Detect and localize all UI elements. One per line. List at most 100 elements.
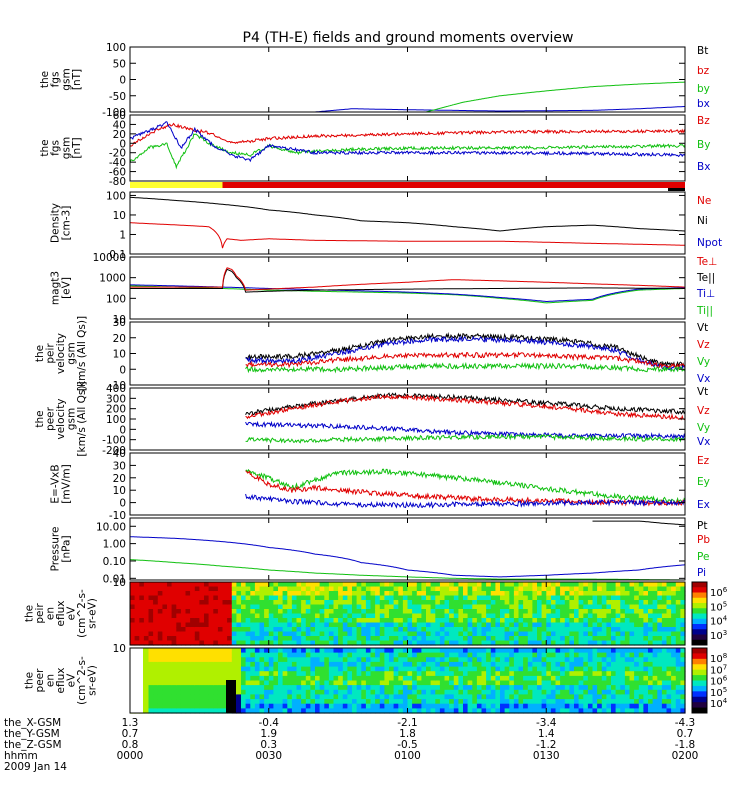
spectrogram-cell bbox=[495, 627, 501, 633]
spectrogram-cell bbox=[426, 666, 432, 672]
spectrogram-cell bbox=[254, 680, 261, 686]
spectrogram-cell bbox=[500, 595, 506, 601]
spectrogram-cell bbox=[227, 613, 233, 619]
spectrogram-cell bbox=[291, 652, 298, 658]
spectrogram-cell bbox=[444, 582, 450, 588]
spectrogram-cell bbox=[643, 694, 649, 700]
spectrogram-cell bbox=[523, 622, 529, 628]
spectrogram-cell bbox=[328, 652, 335, 658]
spectrogram-cell bbox=[393, 680, 399, 686]
spectrogram-cell bbox=[324, 652, 330, 658]
spectrogram-cell bbox=[389, 582, 395, 588]
spectrogram-cell bbox=[620, 666, 626, 672]
colorbar-segment bbox=[692, 658, 707, 665]
spectrogram-cell bbox=[671, 609, 677, 615]
spectrogram-cell bbox=[550, 689, 557, 695]
spectrogram-cell bbox=[282, 680, 288, 686]
spectrogram-cell bbox=[153, 685, 159, 691]
spectrogram-cell bbox=[352, 657, 358, 663]
legend-Ti||: Ti|| bbox=[696, 305, 713, 317]
spectrogram-cell bbox=[310, 661, 316, 668]
spectrogram-cell bbox=[537, 631, 543, 637]
spectrogram-cell bbox=[278, 613, 284, 619]
spectrogram-cell bbox=[453, 648, 459, 654]
spectrogram-cell bbox=[550, 622, 557, 628]
spectrogram-cell bbox=[130, 631, 136, 637]
spectrogram-cell bbox=[167, 613, 173, 619]
spectrogram-cell bbox=[328, 631, 335, 637]
spectrogram-cell bbox=[426, 609, 432, 615]
spectrogram-cell bbox=[421, 586, 427, 592]
spectrogram-cell bbox=[375, 618, 381, 624]
spectrogram-cell bbox=[495, 652, 501, 658]
spectrogram-cell bbox=[546, 657, 552, 663]
spectrogram-cell bbox=[273, 609, 279, 615]
spectrogram-cell bbox=[139, 600, 145, 606]
spectrogram-cell bbox=[550, 703, 557, 709]
spectrogram-cell bbox=[624, 699, 631, 705]
ytick-label: 1.00 bbox=[103, 539, 126, 551]
spectrogram-cell bbox=[532, 699, 538, 705]
spectrogram-cell bbox=[305, 666, 311, 672]
spectrogram-cell bbox=[264, 666, 270, 672]
spectrogram-cell bbox=[611, 694, 617, 700]
spectrogram-cell bbox=[523, 648, 529, 654]
spectrogram-cell bbox=[217, 600, 224, 606]
spectrogram-cell bbox=[296, 699, 302, 705]
spectrogram-cell bbox=[407, 648, 413, 654]
spectrogram-cell bbox=[495, 600, 501, 606]
spectrogram-cell bbox=[430, 604, 436, 610]
spectrogram-cell bbox=[430, 680, 436, 686]
spectrogram-cell bbox=[574, 613, 580, 619]
ephemeris-value: 0200 bbox=[672, 750, 699, 762]
spectrogram-cell bbox=[162, 604, 168, 610]
ytick-label: 10 bbox=[113, 349, 126, 361]
spectrogram-cell bbox=[375, 675, 381, 682]
spectrogram-cell bbox=[241, 600, 247, 606]
spectrogram-cell bbox=[236, 648, 242, 654]
spectrogram-cell bbox=[527, 694, 533, 700]
spectrogram-cell bbox=[315, 666, 321, 672]
spectrogram-cell bbox=[523, 694, 529, 700]
spectrogram-cell bbox=[305, 582, 311, 588]
spectrogram-cell bbox=[643, 618, 649, 624]
spectrogram-cell bbox=[250, 694, 256, 700]
spectrogram-cell bbox=[620, 708, 626, 714]
spectrogram-cell bbox=[629, 703, 635, 709]
spectrogram-cell bbox=[176, 640, 182, 646]
spectrogram-cell bbox=[250, 657, 256, 663]
spectrogram-cell bbox=[513, 675, 520, 682]
spectrogram-cell bbox=[402, 652, 409, 658]
spectrogram-cell bbox=[319, 694, 325, 700]
spectrogram-cell bbox=[176, 703, 182, 709]
spectrogram-cell bbox=[291, 618, 298, 624]
spectrogram-cell bbox=[638, 595, 644, 601]
spectrogram-cell bbox=[453, 708, 459, 714]
spectrogram-cell bbox=[157, 618, 163, 624]
spectrogram-cell bbox=[268, 604, 274, 610]
spectrogram-cell bbox=[375, 609, 381, 615]
spectrogram-cell bbox=[638, 694, 644, 700]
spectrogram-cell bbox=[361, 703, 367, 709]
spectrogram-cell bbox=[421, 661, 427, 668]
spectrogram-cell bbox=[541, 657, 547, 663]
spectrogram-cell bbox=[453, 586, 459, 592]
spectrogram-cell bbox=[671, 671, 677, 677]
spectrogram-cell bbox=[153, 582, 159, 588]
spectrogram-cell bbox=[495, 604, 501, 610]
spectrogram-cell bbox=[143, 708, 150, 714]
spectrogram-cell bbox=[356, 595, 362, 601]
spectrogram-cell bbox=[282, 661, 288, 668]
spectrogram-cell bbox=[407, 666, 413, 672]
spectrogram-cell bbox=[227, 595, 233, 601]
spectrogram-cell bbox=[421, 652, 427, 658]
spectrogram-cell bbox=[296, 604, 302, 610]
spectrogram-cell bbox=[532, 671, 538, 677]
spectrogram-cell bbox=[213, 703, 219, 709]
spectrogram-cell bbox=[227, 640, 233, 646]
spectrogram-cell bbox=[402, 708, 409, 714]
spectrogram-cell bbox=[449, 627, 455, 633]
ytick-label: 300 bbox=[106, 393, 126, 405]
spectrogram-cell bbox=[439, 591, 446, 597]
